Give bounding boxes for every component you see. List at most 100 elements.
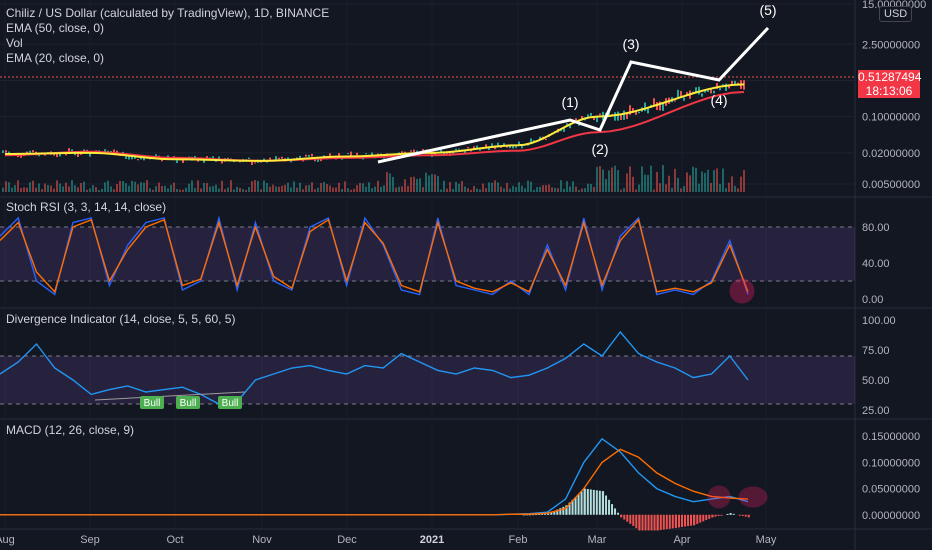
macd-histogram-bar [662,514,665,530]
volume-bar [131,180,133,192]
volume-bar [341,189,343,192]
candle [53,153,55,156]
volume-bar [8,182,10,192]
volume-bar [506,182,508,192]
stoch-k-line [0,215,749,296]
volume-bar [206,182,208,192]
volume-bar [440,189,442,192]
divergence-legend[interactable]: Divergence Indicator (14, close, 5, 5, 6… [6,312,236,326]
volume-bar [74,185,76,192]
candle [695,87,697,93]
volume-bar [455,181,457,192]
volume-bar [311,182,313,192]
macd-histogram-bar [732,513,735,515]
stoch-rsi-legend[interactable]: Stoch RSI (3, 3, 14, 14, close) [6,200,167,214]
volume-bar [422,187,424,192]
candle [656,102,658,111]
price-tick-label: 0.00500000 [862,179,920,191]
wave-label: (5) [759,2,776,18]
candle [68,148,70,152]
macd-histogram-bar [589,489,592,515]
volume-bar [215,184,217,192]
macd-legend[interactable]: MACD (12, 26, close, 9) [6,423,135,437]
volume-bar [167,188,169,192]
candle [515,146,517,149]
volume-bar [557,188,559,192]
macd-histogram-bar [729,513,732,515]
candle [251,161,253,166]
ema50-legend[interactable]: EMA (50, close, 0) [6,21,105,35]
candle [581,115,583,119]
candle [254,162,256,164]
volume-bar [548,184,550,192]
volume-bar [155,186,157,192]
volume-bar [518,182,520,192]
volume-bar [236,186,238,192]
volume-bar [584,188,586,192]
candle [206,156,208,159]
candle [539,136,541,141]
volume-bar [101,188,103,192]
candle [350,151,352,156]
candle [629,105,631,115]
macd-histogram-bar [638,514,641,531]
macd-histogram-bar [681,514,684,527]
candle [17,155,19,158]
volume-bar [80,183,82,192]
annotations: (1) (2) (3) (4) (5) Bull Bull Bull [94,2,777,509]
volume-bar [629,166,631,192]
currency-badge[interactable]: USD [879,6,913,22]
volume-bar [491,182,493,192]
candle [194,155,196,159]
candle [725,83,727,91]
volume-legend[interactable]: Vol [6,36,23,50]
bar-countdown-badge: 18:13:06 [858,84,920,98]
volume-bar [116,183,118,192]
volume-bar [170,184,172,192]
volume-bar [689,175,691,192]
candle [479,149,481,151]
candle [5,150,7,153]
volume-bar [140,182,142,192]
candle [2,150,4,154]
oscillator-tick-label: 80.00 [862,222,890,234]
volume-bar [386,172,388,192]
candle [365,153,367,155]
volume-bar [251,181,253,192]
volume-bar [143,182,145,192]
volume-bar [476,188,478,192]
macd-histogram-bar [535,514,538,516]
candle [8,151,10,154]
candle [647,108,649,114]
macd-histogram-bar [629,514,632,524]
candle [683,97,685,101]
candle [410,150,412,152]
candle [281,156,283,159]
volume-bar [362,183,364,192]
volume-bar [350,189,352,192]
volume-bar [662,165,664,192]
candle [320,158,322,162]
macd-highlight-circle [707,485,731,509]
volume-bar [290,187,292,192]
volume-bar [371,188,373,192]
macd-histogram-bar [693,514,696,526]
candle [530,138,532,143]
volume-bar [257,180,259,192]
volume-bar [431,174,433,192]
macd-histogram-bar [696,514,699,524]
volume-bar [437,175,439,192]
price-tick-label: 15.00000000 [862,0,926,11]
macd-histogram-bar [605,495,608,515]
volume-bar [473,185,475,192]
volume-bar [227,187,229,192]
candle [218,156,220,159]
volume-bar [731,176,733,192]
volume-bar [374,186,376,192]
volume-bar [536,187,538,192]
volume-bar [395,187,397,192]
candle [677,89,679,99]
volume-bar [743,170,745,192]
ema20-legend[interactable]: EMA (20, close, 0) [6,51,105,65]
